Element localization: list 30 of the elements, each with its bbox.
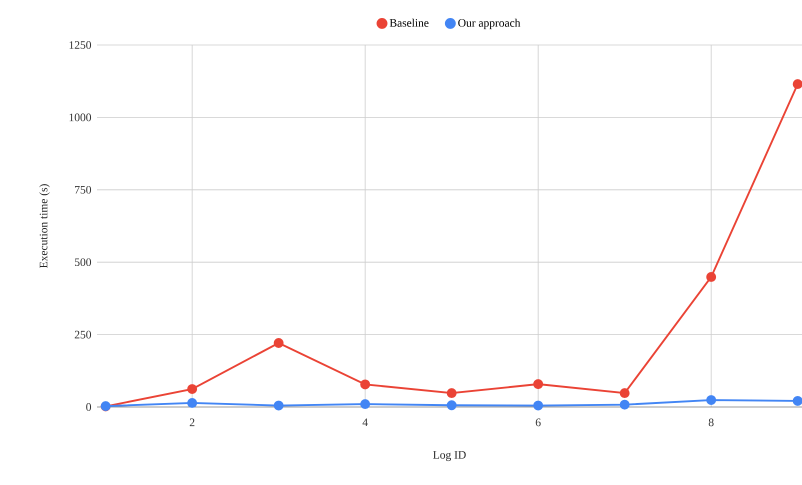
y-axis-title: Execution time (s)	[39, 184, 50, 268]
y-tick-label: 0	[86, 403, 92, 411]
point	[187, 384, 198, 394]
point	[360, 379, 370, 390]
point	[187, 398, 198, 408]
point	[533, 379, 544, 390]
point	[274, 338, 284, 348]
y-tick-label: 250	[74, 330, 92, 338]
legend-label: Our approach	[458, 18, 520, 30]
legend-label: Baseline	[390, 18, 429, 27]
x-axis-title: Log ID	[433, 451, 466, 462]
point	[446, 400, 457, 410]
point	[792, 79, 802, 90]
y-tick-label: 500	[74, 258, 92, 266]
point	[446, 388, 457, 398]
x-tick-label: 8	[708, 418, 714, 426]
point	[533, 400, 544, 411]
point	[360, 399, 370, 410]
x-tick-label: 2	[190, 418, 194, 426]
x-tick-label: 4	[362, 418, 368, 426]
point	[274, 400, 284, 411]
point	[620, 400, 630, 410]
point	[792, 396, 802, 406]
point	[620, 388, 630, 398]
point	[706, 395, 716, 405]
y-tick-label: 750	[75, 186, 92, 194]
y-tick-label: 1000	[70, 114, 92, 122]
point	[706, 272, 716, 282]
y-tick-label: 1250	[70, 41, 92, 49]
x-tick-label: 6	[536, 418, 541, 426]
